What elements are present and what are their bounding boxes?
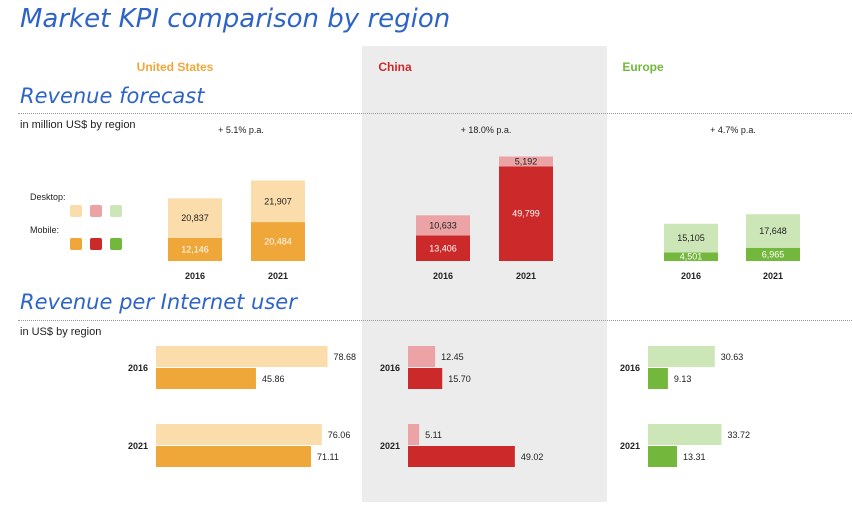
bar-desktop-united-states-2021 xyxy=(251,180,305,223)
data-label-mobile-europe-2016: 4,501 xyxy=(680,252,703,262)
legend-swatch-mobile-united-states xyxy=(70,238,82,250)
row-label-europe-2021: 2021 xyxy=(620,441,640,451)
bar-desktop-united-states-2016 xyxy=(168,198,222,238)
row-label-europe-2016: 2016 xyxy=(620,363,640,373)
region-header-united-states: United States xyxy=(136,60,214,74)
data-label-mobile-united-states-2016: 12,146 xyxy=(181,244,209,254)
bar-desktop-europe-2016 xyxy=(664,223,718,253)
hbar-mobile-china-2016 xyxy=(408,368,443,389)
data-label-desktop-europe-2016: 30.63 xyxy=(721,352,744,362)
data-label-desktop-china-2021: 5,192 xyxy=(515,156,538,166)
data-label-mobile-europe-2021: 13.31 xyxy=(683,452,706,462)
data-label-mobile-europe-2016: 9.13 xyxy=(674,374,692,384)
data-label-mobile-china-2021: 49,799 xyxy=(512,209,540,219)
data-label-desktop-europe-2016: 15,105 xyxy=(677,233,705,243)
data-label-mobile-united-states-2021: 71.11 xyxy=(317,452,339,462)
data-label-mobile-china-2016: 15.70 xyxy=(448,374,471,384)
tick-label-united-states-2016: 2016 xyxy=(185,271,205,281)
legend-swatch-mobile-europe xyxy=(110,238,122,250)
bar-mobile-united-states-2021 xyxy=(251,222,305,261)
legend-swatch-desktop-europe xyxy=(110,205,122,217)
data-label-mobile-china-2021: 49.02 xyxy=(521,452,544,462)
bar-desktop-china-2016 xyxy=(416,215,470,236)
data-label-mobile-china-2016: 13,406 xyxy=(429,243,457,253)
tick-label-china-2021: 2021 xyxy=(516,271,536,281)
bar-mobile-europe-2021 xyxy=(746,247,800,261)
divider-per-user xyxy=(18,320,852,321)
data-label-desktop-united-states-2016: 78.68 xyxy=(334,352,357,362)
divider-forecast xyxy=(18,113,852,114)
section-subtitle-revenue-forecast: in million US$ by region xyxy=(20,119,136,131)
section-title-revenue-forecast: Revenue forecast xyxy=(20,84,205,108)
growth-label-united-states: + 5.1% p.a. xyxy=(218,125,264,135)
hbar-mobile-united-states-2021 xyxy=(156,446,312,467)
hbar-mobile-europe-2021 xyxy=(648,446,678,467)
hbar-desktop-china-2016 xyxy=(408,346,436,367)
bar-mobile-china-2021 xyxy=(499,166,553,261)
data-label-mobile-united-states-2016: 45.86 xyxy=(262,374,285,384)
legend-swatch-desktop-china xyxy=(90,205,102,217)
section-title-revenue-per-user: Revenue per Internet user xyxy=(20,290,297,314)
growth-label-europe: + 4.7% p.a. xyxy=(710,125,756,135)
tick-label-europe-2016: 2016 xyxy=(681,271,701,281)
legend-swatch-desktop-united-states xyxy=(70,205,82,217)
page-title: Market KPI comparison by region xyxy=(20,4,451,34)
legend-swatch-mobile-china xyxy=(90,238,102,250)
china-column-background xyxy=(362,46,607,502)
data-label-mobile-united-states-2021: 20,484 xyxy=(264,237,292,247)
row-label-united-states-2021: 2021 xyxy=(128,441,148,451)
tick-label-europe-2021: 2021 xyxy=(763,271,783,281)
data-label-desktop-europe-2021: 17,648 xyxy=(759,226,787,236)
data-label-desktop-china-2021: 5.11 xyxy=(425,430,442,440)
bar-desktop-china-2021 xyxy=(499,156,553,167)
region-header-europe: Europe xyxy=(622,60,664,74)
hbar-desktop-china-2021 xyxy=(408,424,420,445)
tick-label-china-2016: 2016 xyxy=(433,271,453,281)
hbar-mobile-europe-2016 xyxy=(648,368,668,389)
data-label-desktop-united-states-2021: 76.06 xyxy=(328,430,351,440)
bar-mobile-europe-2016 xyxy=(664,252,718,261)
data-label-desktop-europe-2021: 33.72 xyxy=(728,430,751,440)
hbar-mobile-united-states-2016 xyxy=(156,368,256,389)
bar-mobile-united-states-2016 xyxy=(168,237,222,261)
data-label-desktop-china-2016: 12.45 xyxy=(441,352,464,362)
data-label-desktop-china-2016: 10,633 xyxy=(429,220,457,230)
data-label-mobile-europe-2021: 6,965 xyxy=(762,249,785,259)
tick-label-united-states-2021: 2021 xyxy=(268,271,288,281)
legend-label-mobile: Mobile: xyxy=(30,225,60,235)
region-header-china: China xyxy=(378,60,412,74)
growth-label-china: + 18.0% p.a. xyxy=(460,125,512,135)
hbar-desktop-united-states-2021 xyxy=(156,424,322,445)
hbar-desktop-europe-2021 xyxy=(648,424,722,445)
hbar-mobile-china-2021 xyxy=(408,446,515,467)
data-label-desktop-united-states-2021: 21,907 xyxy=(264,196,292,206)
section-subtitle-revenue-per-user: in US$ by region xyxy=(20,326,102,338)
bar-mobile-china-2016 xyxy=(416,235,470,261)
row-label-china-2016: 2016 xyxy=(380,363,400,373)
legend-label-desktop: Desktop: xyxy=(30,192,66,202)
hbar-desktop-europe-2016 xyxy=(648,346,715,367)
row-label-united-states-2016: 2016 xyxy=(128,363,148,373)
hbar-desktop-united-states-2016 xyxy=(156,346,328,367)
row-label-china-2021: 2021 xyxy=(380,441,400,451)
data-label-desktop-united-states-2016: 20,837 xyxy=(181,213,209,223)
bar-desktop-europe-2021 xyxy=(746,214,800,248)
